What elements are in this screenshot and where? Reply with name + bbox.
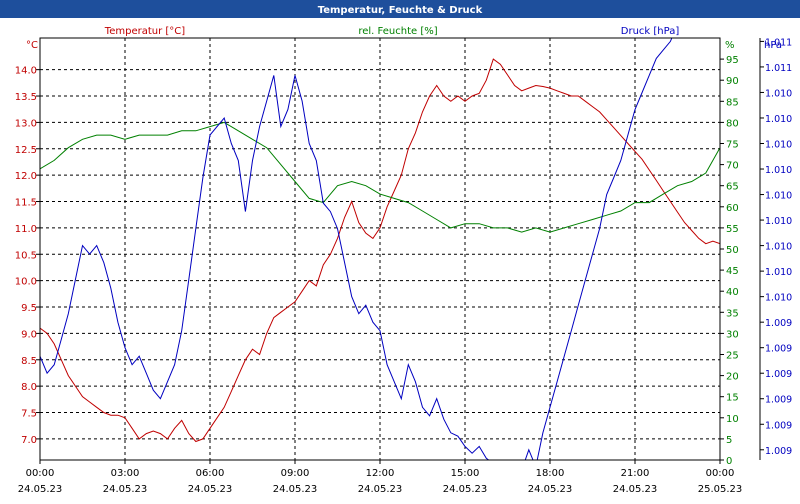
pressure-unit-label: hPa bbox=[764, 40, 782, 51]
x-tick-label-time: 00:00 bbox=[26, 468, 55, 479]
humidity-unit-label: % bbox=[725, 40, 735, 51]
pressure-tick-label: 1.010 bbox=[765, 114, 792, 125]
x-tick-label-time: 06:00 bbox=[196, 468, 225, 479]
temperature-tick-label: 9.0 bbox=[21, 329, 37, 340]
x-tick-label-time: 15:00 bbox=[451, 468, 480, 479]
x-tick-label-time: 12:00 bbox=[366, 468, 395, 479]
title-bar bbox=[0, 0, 800, 18]
temperature-unit-label: °C bbox=[26, 40, 38, 51]
temperature-tick-label: 13.0 bbox=[15, 118, 37, 129]
humidity-tick-label: 70 bbox=[726, 161, 739, 172]
temperature-tick-label: 10.5 bbox=[15, 250, 37, 261]
humidity-tick-label: 0 bbox=[726, 456, 732, 467]
x-tick-label-time: 00:00 bbox=[706, 468, 735, 479]
x-tick-label-time: 18:00 bbox=[536, 468, 565, 479]
pressure-axis-title: Druck [hPa] bbox=[621, 26, 680, 37]
pressure-tick-label: 1.009 bbox=[765, 446, 792, 457]
x-tick-label-date: 24.05.23 bbox=[103, 484, 148, 495]
humidity-tick-label: 50 bbox=[726, 245, 739, 256]
grid bbox=[40, 38, 720, 460]
pressure-tick-label: 1.011 bbox=[765, 63, 792, 74]
x-tick-label-date: 24.05.23 bbox=[613, 484, 658, 495]
x-tick-label-date: 24.05.23 bbox=[273, 484, 318, 495]
humidity-tick-label: 40 bbox=[726, 287, 739, 298]
temperature-tick-label: 12.5 bbox=[15, 145, 37, 156]
pressure-series-line bbox=[40, 38, 673, 460]
temperature-series-line bbox=[40, 58, 720, 443]
temperature-tick-label: 9.5 bbox=[21, 303, 37, 314]
x-tick-label-time: 21:00 bbox=[621, 468, 650, 479]
humidity-axis-title: rel. Feuchte [%] bbox=[358, 26, 437, 37]
pressure-tick-label: 1.010 bbox=[765, 293, 792, 304]
humidity-tick-label: 95 bbox=[726, 55, 739, 66]
x-tick-label-time: 09:00 bbox=[281, 468, 310, 479]
humidity-tick-label: 90 bbox=[726, 76, 739, 87]
humidity-tick-label: 5 bbox=[726, 435, 732, 446]
temperature-tick-label: 11.5 bbox=[15, 198, 37, 209]
temperature-tick-label: 8.0 bbox=[21, 382, 37, 393]
temperature-tick-label: 8.5 bbox=[21, 356, 37, 367]
humidity-tick-label: 80 bbox=[726, 118, 739, 129]
temperature-axis-title: Temperatur [°C] bbox=[104, 26, 185, 37]
pressure-tick-label: 1.010 bbox=[765, 267, 792, 278]
temperature-tick-label: 13.5 bbox=[15, 92, 37, 103]
series-lines bbox=[40, 38, 720, 460]
pressure-tick-label: 1.009 bbox=[765, 369, 792, 380]
humidity-tick-label: 20 bbox=[726, 372, 739, 383]
humidity-tick-label: 15 bbox=[726, 393, 739, 404]
temperature-tick-label: 12.0 bbox=[15, 171, 37, 182]
pressure-tick-label: 1.010 bbox=[765, 242, 792, 253]
humidity-tick-label: 25 bbox=[726, 351, 739, 362]
pressure-tick-label: 1.009 bbox=[765, 318, 792, 329]
humidity-tick-label: 45 bbox=[726, 266, 739, 277]
humidity-tick-label: 55 bbox=[726, 224, 739, 235]
pressure-tick-label: 1.009 bbox=[765, 344, 792, 355]
x-tick-label-date: 24.05.23 bbox=[18, 484, 63, 495]
pressure-tick-label: 1.010 bbox=[765, 140, 792, 151]
pressure-tick-label: 1.010 bbox=[765, 88, 792, 99]
humidity-tick-label: 75 bbox=[726, 140, 739, 151]
humidity-tick-label: 65 bbox=[726, 182, 739, 193]
axis-ticks: 00:00 24.05.23 03:00 24.05.23 06:00 24.05.23 0… bbox=[15, 37, 792, 495]
humidity-series-line bbox=[40, 121, 720, 233]
humidity-tick-label: 30 bbox=[726, 329, 739, 340]
plot-area-frame bbox=[39, 37, 721, 461]
pressure-tick-label: 1.009 bbox=[765, 395, 792, 406]
pressure-tick-label: 1.011 bbox=[765, 37, 792, 48]
pressure-tick-label: 1.009 bbox=[765, 420, 792, 431]
x-tick-label-date: 25.05.23 bbox=[698, 484, 743, 495]
humidity-tick-label: 35 bbox=[726, 308, 739, 319]
humidity-tick-label: 10 bbox=[726, 414, 739, 425]
x-tick-label-date: 24.05.23 bbox=[188, 484, 233, 495]
humidity-tick-label: 85 bbox=[726, 97, 739, 108]
pressure-tick-label: 1.010 bbox=[765, 216, 792, 227]
pressure-tick-label: 1.010 bbox=[765, 191, 792, 202]
temperature-tick-label: 7.5 bbox=[21, 409, 37, 420]
x-tick-label-date: 24.05.23 bbox=[528, 484, 573, 495]
x-tick-label-time: 03:00 bbox=[111, 468, 140, 479]
temperature-tick-label: 14.0 bbox=[15, 66, 37, 77]
temperature-tick-label: 11.0 bbox=[15, 224, 37, 235]
x-tick-label-date: 24.05.23 bbox=[358, 484, 403, 495]
chart-title: Temperatur, Feuchte & Druck bbox=[318, 5, 483, 16]
temperature-tick-label: 10.0 bbox=[15, 277, 37, 288]
humidity-tick-label: 60 bbox=[726, 203, 739, 214]
x-tick-label-date: 24.05.23 bbox=[443, 484, 488, 495]
temperature-tick-label: 7.0 bbox=[21, 435, 37, 446]
pressure-tick-label: 1.010 bbox=[765, 165, 792, 176]
